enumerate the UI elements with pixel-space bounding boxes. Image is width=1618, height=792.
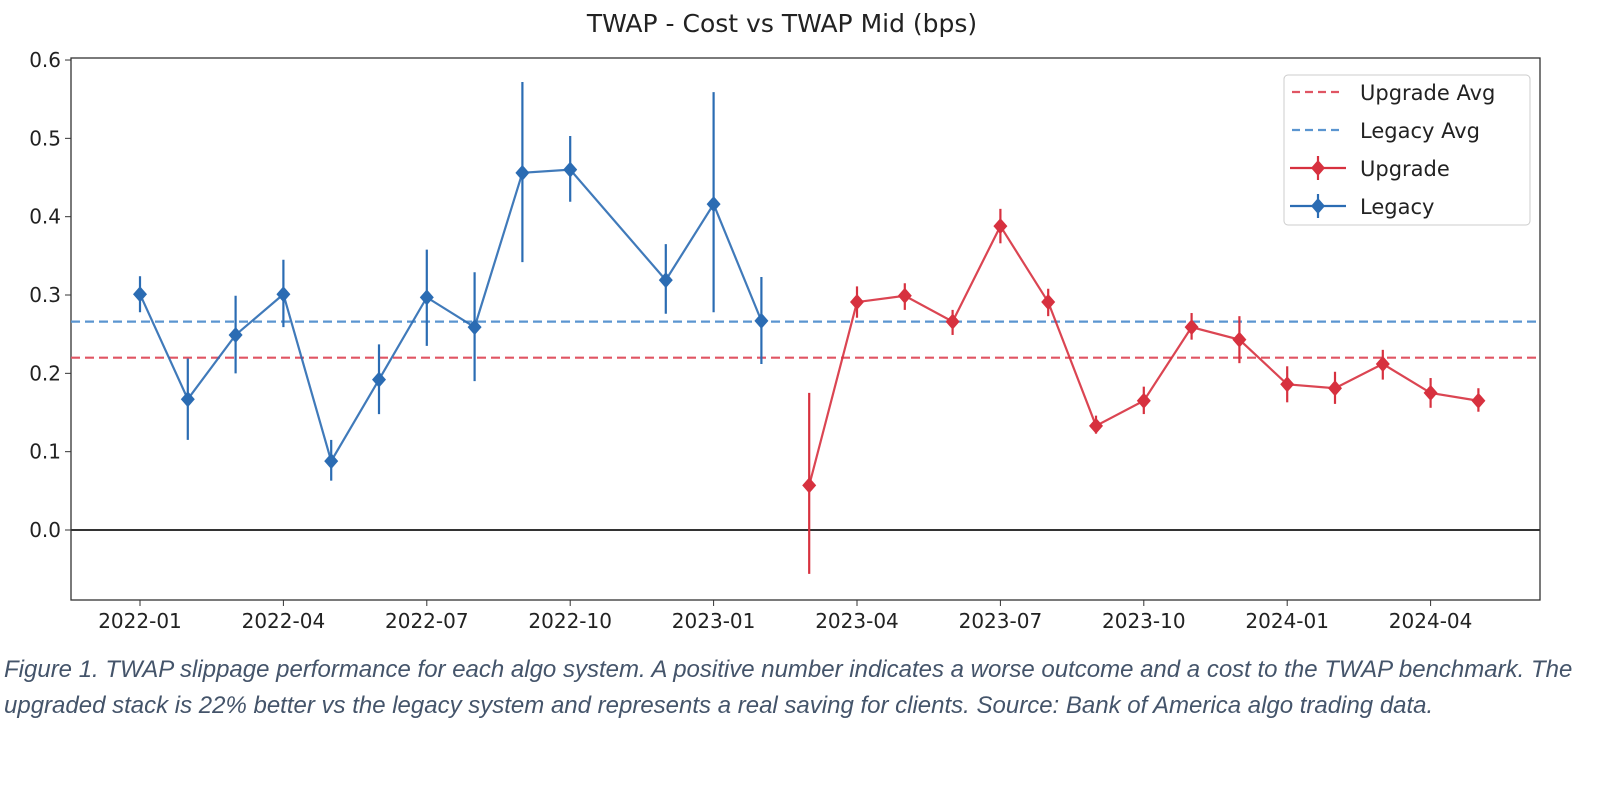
- chart-title: TWAP - Cost vs TWAP Mid (bps): [586, 9, 977, 38]
- legacy-point: [372, 371, 386, 388]
- legend-label: Legacy Avg: [1360, 119, 1480, 143]
- upgrade-point: [897, 287, 912, 304]
- legacy-point: [754, 312, 769, 329]
- x-tick-label: 2022-07: [385, 609, 469, 633]
- legend-swatch-marker: [1311, 160, 1325, 176]
- upgrade-point: [1375, 355, 1390, 372]
- upgrade-line: [808, 223, 1479, 486]
- x-tick-label: 2022-10: [528, 609, 612, 633]
- upgrade-point: [1136, 392, 1151, 409]
- upgrade-point: [1423, 384, 1438, 401]
- legacy-point: [276, 286, 291, 303]
- chart: TWAP - Cost vs TWAP Mid (bps) 0.00.10.20…: [29, 9, 1541, 633]
- y-tick-label: 0.2: [29, 361, 61, 385]
- x-tick-label: 2024-01: [1245, 609, 1329, 633]
- upgrade-point: [850, 294, 864, 311]
- legend-label: Upgrade Avg: [1360, 81, 1495, 105]
- legacy-point: [228, 326, 243, 343]
- upgrade-point: [1471, 392, 1486, 409]
- x-tick-label: 2023-07: [959, 609, 1043, 633]
- y-tick-label: 0.1: [29, 440, 61, 464]
- legacy-point: [706, 196, 721, 213]
- x-tick-label: 2023-10: [1102, 609, 1186, 633]
- plot-frame: [70, 57, 1541, 601]
- upgrade-point: [1089, 417, 1103, 434]
- y-tick-label: 0.3: [29, 283, 61, 307]
- figure-caption: Figure 1. TWAP slippage performance for …: [4, 656, 1573, 719]
- upgrade-point: [1280, 376, 1295, 393]
- legacy-line: [138, 168, 763, 464]
- upgrade-point: [945, 313, 960, 330]
- legacy-point: [180, 391, 195, 408]
- legend-label: Legacy: [1360, 195, 1434, 219]
- legend-swatch-marker: [1311, 198, 1325, 214]
- y-tick-label: 0.4: [29, 205, 61, 229]
- x-tick-label: 2022-04: [242, 609, 326, 633]
- x-tick-label: 2022-01: [98, 609, 182, 633]
- legacy-point: [133, 286, 147, 303]
- y-tick-label: 0.0: [29, 518, 61, 542]
- legend-label: Upgrade: [1360, 157, 1450, 181]
- plot-area: 0.0 0.1 0.2 0.3 0.4 0.5 0.6 2022-01 2022-04 2022-…: [29, 48, 1541, 633]
- x-tick-label: 2023-01: [672, 609, 756, 633]
- upgrade-point: [1328, 380, 1342, 397]
- upgrade-point: [1041, 294, 1056, 311]
- legacy-point: [419, 289, 434, 306]
- legend-box: [1283, 74, 1531, 226]
- legacy-point: [324, 453, 339, 470]
- upgrade-point: [993, 218, 1008, 235]
- upgrade-point: [1184, 319, 1199, 336]
- x-tick-label: 2024-04: [1389, 609, 1473, 633]
- y-tick-label: 0.6: [29, 48, 61, 72]
- legacy-point: [515, 164, 530, 181]
- x-tick-label: 2023-04: [815, 609, 899, 633]
- legacy-point: [658, 272, 673, 289]
- upgrade-point: [802, 477, 817, 494]
- upgrade-point: [1232, 331, 1247, 348]
- legacy-point: [563, 161, 578, 178]
- y-tick-label: 0.5: [29, 126, 61, 150]
- legacy-point: [467, 319, 482, 336]
